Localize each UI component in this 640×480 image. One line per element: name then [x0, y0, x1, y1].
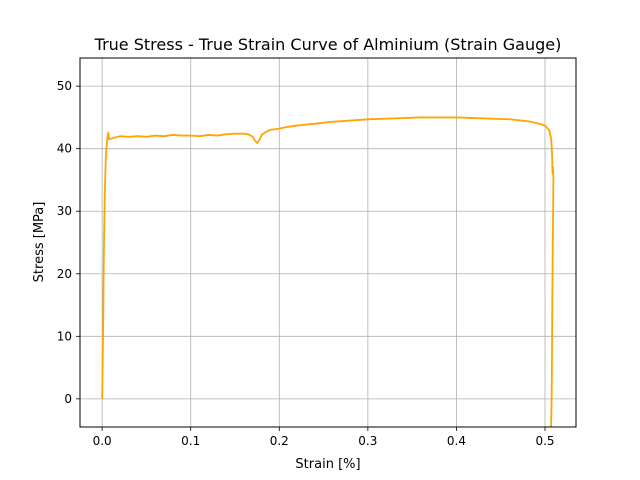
chart-title: True Stress - True Strain Curve of Almin… — [94, 35, 562, 54]
y-tick-label: 0 — [64, 392, 72, 406]
x-tick-label: 0.0 — [93, 434, 112, 448]
x-axis-label: Strain [%] — [295, 457, 360, 472]
stress-strain-line — [101, 116, 555, 428]
x-tick-label: 0.1 — [181, 434, 200, 448]
x-tick-label: 0.3 — [358, 434, 377, 448]
y-axis-label: Stress [MPa] — [32, 202, 47, 283]
plot-series — [101, 116, 555, 428]
plot-frame — [79, 57, 577, 428]
axis-ticks: 0.0 0.1 0.2 0.3 0.4 0.5 0 10 20 30 40 50 — [57, 79, 555, 448]
y-tick-label: 40 — [57, 142, 72, 156]
x-tick-label: 0.2 — [270, 434, 289, 448]
y-tick-label: 50 — [57, 79, 72, 93]
x-tick-label: 0.4 — [447, 434, 466, 448]
x-tick-label: 0.5 — [535, 434, 554, 448]
y-tick-label: 20 — [57, 267, 72, 281]
y-tick-label: 30 — [57, 204, 72, 218]
y-tick-label: 10 — [57, 329, 72, 343]
grid — [80, 58, 576, 427]
